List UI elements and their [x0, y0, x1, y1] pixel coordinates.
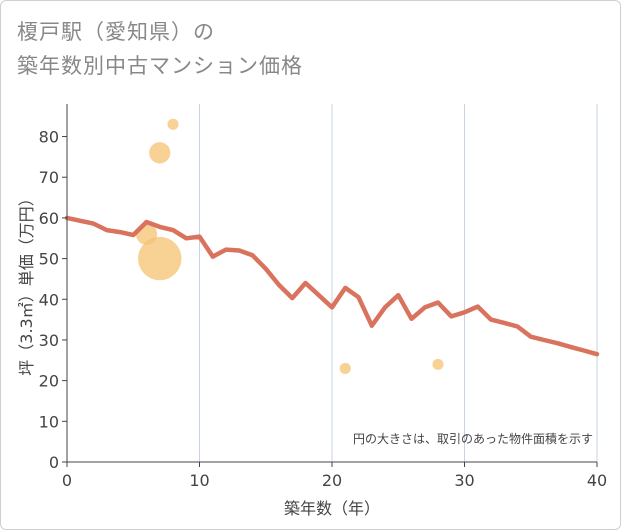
y-tick-label: 40 [39, 290, 59, 309]
data-bubble [432, 358, 444, 370]
y-tick-label: 60 [39, 209, 59, 228]
data-bubble [149, 142, 171, 164]
x-tick-label: 40 [587, 471, 607, 490]
y-axis-title: 坪（3.3㎡）単価（万円） [17, 190, 36, 375]
chart-title-line2: 築年数別中古マンション価格 [17, 54, 303, 78]
data-bubble [167, 118, 179, 130]
y-tick-label: 30 [39, 331, 59, 350]
x-tick-label: 0 [62, 471, 72, 490]
x-axis-title: 築年数（年） [284, 499, 380, 518]
price-trend-line [64, 215, 600, 357]
y-tick-label: 10 [39, 412, 59, 431]
y-tick-label: 70 [39, 168, 59, 187]
x-tick-label: 30 [454, 471, 474, 490]
chart-title-line1: 榎戸駅（愛知県）の [17, 20, 215, 44]
y-tick-label: 50 [39, 250, 59, 269]
x-tick-label: 10 [189, 471, 209, 490]
data-bubble [339, 362, 351, 374]
chart-title: 榎戸駅（愛知県）の 築年数別中古マンション価格 [17, 15, 303, 83]
bubble-size-note: 円の大きさは、取引のあった物件面積を示す [353, 431, 593, 446]
y-tick-label: 20 [39, 372, 59, 391]
y-tick-label: 80 [39, 128, 59, 147]
data-bubble [138, 236, 182, 281]
x-tick-label: 20 [322, 471, 342, 490]
y-tick-label: 0 [49, 453, 59, 472]
